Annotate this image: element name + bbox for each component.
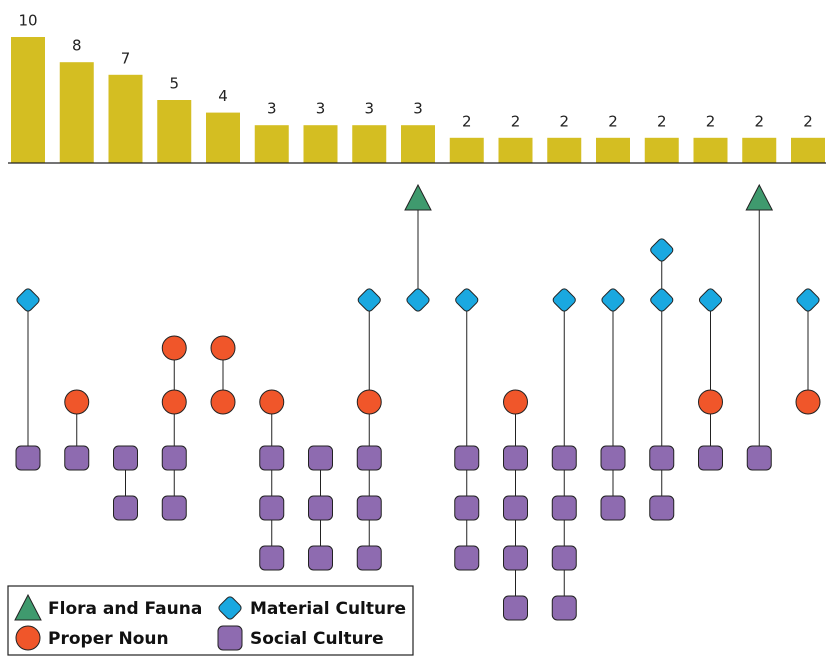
matrix-symbol — [454, 545, 480, 571]
matrix-symbol — [161, 389, 187, 415]
value-label: 2 — [511, 112, 521, 130]
value-label: 2 — [803, 112, 813, 130]
legend-symbol — [15, 625, 41, 651]
matrix-symbol — [551, 445, 577, 471]
matrix-symbol — [551, 595, 577, 621]
matrix-symbol — [600, 495, 626, 521]
matrix-symbol — [308, 545, 333, 571]
value-label: 4 — [218, 87, 228, 105]
value-label: 5 — [169, 75, 179, 93]
matrix-symbol — [308, 445, 333, 471]
value-label: 2 — [462, 112, 472, 130]
bar — [303, 125, 338, 163]
matrix-symbol — [650, 238, 674, 262]
value-label: 3 — [364, 100, 374, 118]
matrix-symbol — [406, 288, 430, 312]
matrix-symbol — [698, 445, 723, 471]
matrix-symbol — [64, 389, 90, 415]
matrix-symbol — [503, 495, 528, 521]
bar — [11, 37, 45, 163]
bar — [157, 100, 192, 163]
matrix-symbol — [161, 495, 187, 521]
matrix-symbol — [552, 288, 576, 312]
value-label: 2 — [559, 112, 569, 130]
value-label: 3 — [267, 100, 277, 118]
matrix-symbol — [649, 445, 675, 471]
matrix-symbol — [113, 445, 138, 471]
matrix-symbol — [698, 389, 723, 415]
value-label: 2 — [754, 112, 764, 130]
matrix-symbol — [503, 445, 528, 471]
matrix-symbol — [454, 445, 480, 471]
value-label: 2 — [706, 112, 716, 130]
matrix-symbol — [551, 545, 577, 571]
matrix-symbol — [15, 445, 41, 471]
matrix-symbol — [259, 389, 285, 415]
matrix-symbol — [745, 183, 774, 211]
matrix-symbol — [795, 389, 821, 415]
legend-label: Flora and Fauna — [48, 599, 202, 619]
matrix-symbol — [210, 335, 236, 361]
value-label: 7 — [121, 49, 131, 67]
matrix-symbol — [503, 595, 528, 621]
bar — [791, 137, 825, 163]
matrix-symbol — [356, 495, 382, 521]
matrix-symbol — [357, 288, 381, 312]
bar — [498, 137, 533, 163]
value-label: 2 — [608, 112, 618, 130]
value-label: 8 — [72, 37, 82, 55]
bar — [206, 112, 240, 163]
matrix-symbol — [649, 495, 675, 521]
matrix-symbol — [210, 389, 236, 415]
matrix-symbol — [503, 389, 528, 415]
value-label: 10 — [18, 12, 37, 30]
value-label: 2 — [657, 112, 667, 130]
matrix-symbol — [600, 445, 626, 471]
bar — [401, 125, 435, 163]
matrix-symbol — [551, 495, 577, 521]
bar — [644, 137, 679, 163]
matrix-symbol — [16, 288, 40, 312]
matrix-symbol — [356, 389, 382, 415]
legend-label: Proper Noun — [48, 629, 169, 649]
matrix-symbol — [64, 445, 90, 471]
matrix-symbol — [161, 335, 187, 361]
matrix-symbol — [601, 288, 625, 312]
bar — [449, 137, 484, 163]
matrix-symbol — [356, 445, 382, 471]
legend-symbol — [218, 596, 242, 620]
value-label: 3 — [413, 100, 423, 118]
matrix-symbol — [308, 495, 333, 521]
matrix-symbol — [113, 495, 138, 521]
matrix-symbol — [259, 445, 285, 471]
matrix-symbol — [698, 288, 723, 312]
bar — [742, 137, 777, 163]
bar — [108, 74, 143, 163]
bar — [254, 125, 289, 163]
matrix-symbol — [746, 445, 772, 471]
bar — [693, 137, 728, 163]
legend-box — [7, 585, 414, 656]
matrix-symbol — [455, 288, 479, 312]
legend-label: Material Culture — [250, 599, 406, 619]
matrix-symbol — [454, 495, 480, 521]
matrix-symbol — [161, 445, 187, 471]
matrix-symbol — [404, 183, 432, 211]
bar — [596, 137, 630, 163]
matrix-symbol — [356, 545, 382, 571]
legend-symbol — [14, 593, 42, 621]
bar — [352, 125, 387, 163]
matrix-symbol — [259, 495, 285, 521]
matrix-symbol — [650, 288, 674, 312]
legend-symbol — [217, 625, 243, 651]
bar — [59, 62, 94, 164]
bar — [547, 137, 582, 163]
value-label: 3 — [316, 100, 326, 118]
matrix-symbol — [503, 545, 528, 571]
matrix-symbol — [796, 288, 820, 312]
matrix-symbol — [259, 545, 285, 571]
legend-label: Social Culture — [250, 629, 384, 649]
